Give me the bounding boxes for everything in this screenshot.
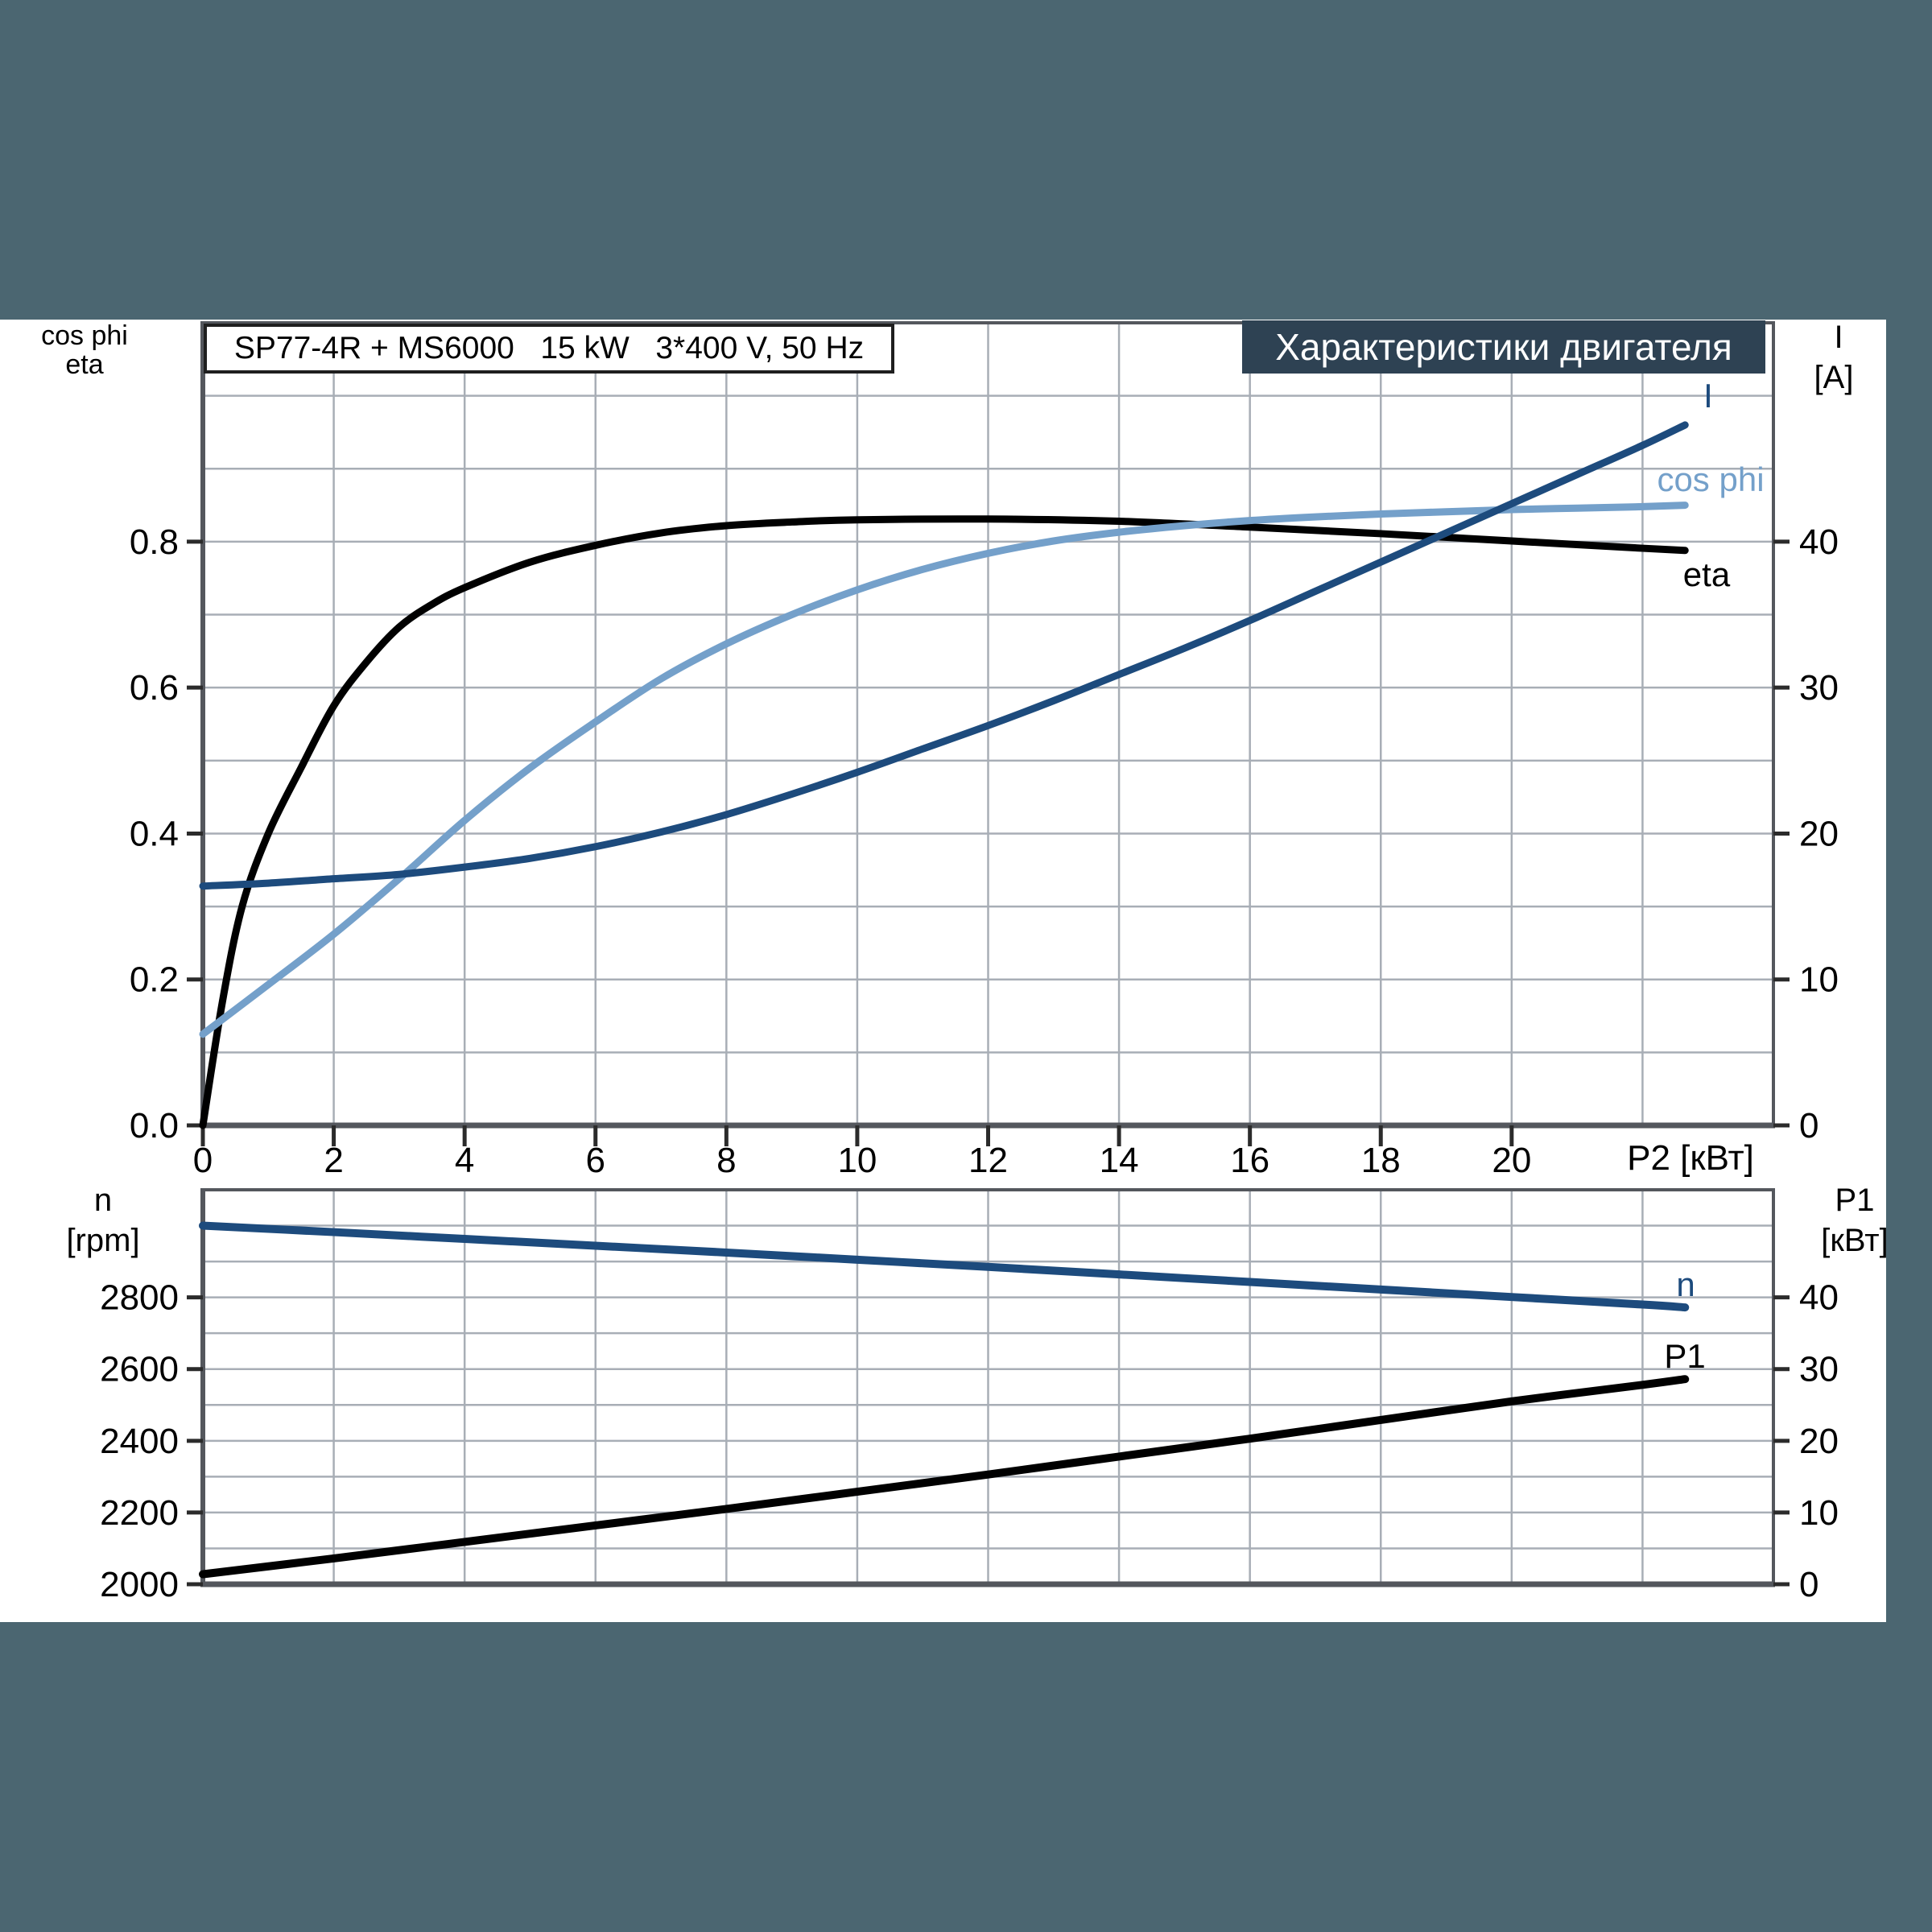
chart-1: 2000 2200 2400 2600 2800 0 10 20 30 40 <box>100 1188 1839 1604</box>
eta-curve <box>199 515 1689 1129</box>
left-tick-label: 0.8 <box>130 522 179 562</box>
left-tick-label: 2200 <box>100 1493 179 1533</box>
left-axis-title-cos-phi: cos phi <box>41 320 128 351</box>
tick-labels: 0.0 0.2 0.4 0.6 0.8 0 10 20 30 40 0 2 4 6 8 10 12 14 16 18 2… <box>130 522 1839 1180</box>
right-tick-label: 0 <box>1799 1106 1818 1146</box>
right-tick-label: 40 <box>1799 522 1839 562</box>
plot-frame <box>200 1188 1775 1587</box>
x-tick-label: 0 <box>193 1141 213 1180</box>
x-axis-title-p2: P2 [кВт] <box>1627 1138 1754 1178</box>
left-tick-label: 2600 <box>100 1350 179 1389</box>
left-axis-title-eta: eta <box>65 349 104 380</box>
x-tick-label: 2 <box>324 1141 343 1180</box>
P1-curve <box>199 1375 1690 1579</box>
x-tick-label: 18 <box>1361 1141 1401 1180</box>
right-axis-title-p1: P1 <box>1835 1183 1875 1218</box>
right-axis-title-kw-unit: [кВт] <box>1821 1223 1889 1258</box>
x-tick-label: 16 <box>1230 1141 1269 1180</box>
right-tick-label: 0 <box>1799 1565 1818 1604</box>
gridlines <box>203 1190 1773 1584</box>
right-tick-label: 30 <box>1799 1350 1839 1389</box>
x-tick-label: 4 <box>455 1141 474 1180</box>
left-tick-label: 0.6 <box>130 668 179 708</box>
eta-curve-label: eta <box>1682 555 1731 593</box>
p1-curve-label: P1 <box>1664 1337 1706 1375</box>
x-tick-label: 12 <box>968 1141 1008 1180</box>
right-tick-label: 40 <box>1799 1278 1839 1318</box>
x-tick-label: 10 <box>837 1141 877 1180</box>
right-tick-label: 20 <box>1799 1422 1839 1461</box>
cos-phi-curve <box>199 502 1689 1038</box>
left-tick-label: 0.2 <box>130 960 179 1000</box>
current-curve-label: I <box>1703 377 1713 415</box>
right-tick-label: 10 <box>1799 1493 1839 1533</box>
right-tick-label: 30 <box>1799 668 1839 708</box>
chart-title-banner: Характеристики двигателя <box>1242 320 1765 374</box>
chart-0: 0.0 0.2 0.4 0.6 0.8 0 10 20 30 40 0 2 4 6 8 10 12 14 16 18 2… <box>130 321 1839 1180</box>
left-tick-label: 0.4 <box>130 814 179 853</box>
curve-id-box: SP77-4R + MS6000 15 kW 3*400 V, 50 Hz <box>204 324 894 374</box>
right-axis-title-current: I <box>1834 320 1843 355</box>
x-tick-label: 14 <box>1100 1141 1139 1180</box>
right-tick-label: 20 <box>1799 814 1839 853</box>
left-axis-title-rpm-unit: [rpm] <box>66 1223 140 1258</box>
left-tick-label: 0.0 <box>130 1106 179 1146</box>
cos-phi-curve-label: cos phi <box>1657 460 1765 498</box>
x-tick-label: 6 <box>586 1141 605 1180</box>
right-axis-title-ampere-unit: [A] <box>1814 360 1854 395</box>
n-curve-label: n <box>1676 1265 1695 1303</box>
left-axis-title-n: n <box>93 1183 113 1218</box>
n-curve <box>199 1221 1690 1312</box>
x-tick-label: 8 <box>716 1141 736 1180</box>
I-curve <box>199 421 1689 890</box>
right-tick-label: 10 <box>1799 960 1839 1000</box>
left-tick-label: 2400 <box>100 1422 179 1461</box>
tick-marks <box>187 1295 1790 1587</box>
tick-labels: 2000 2200 2400 2600 2800 0 10 20 30 40 <box>100 1278 1839 1604</box>
left-tick-label: 2800 <box>100 1278 179 1318</box>
left-tick-label: 2000 <box>100 1565 179 1604</box>
x-tick-label: 20 <box>1492 1141 1531 1180</box>
